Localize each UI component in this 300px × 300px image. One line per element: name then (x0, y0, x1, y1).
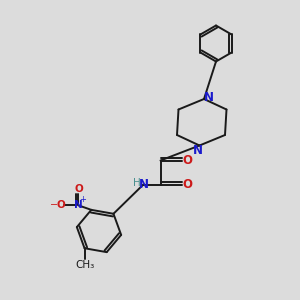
Text: +: + (80, 196, 86, 205)
Text: O: O (56, 200, 65, 210)
Text: O: O (74, 184, 83, 194)
Text: H: H (133, 178, 140, 188)
Text: −: − (50, 200, 59, 210)
Text: N: N (74, 200, 83, 210)
Text: N: N (138, 178, 148, 191)
Text: CH₃: CH₃ (75, 260, 94, 270)
Text: N: N (193, 143, 203, 157)
Text: O: O (182, 154, 193, 167)
Text: N: N (203, 91, 214, 104)
Text: O: O (182, 178, 193, 191)
